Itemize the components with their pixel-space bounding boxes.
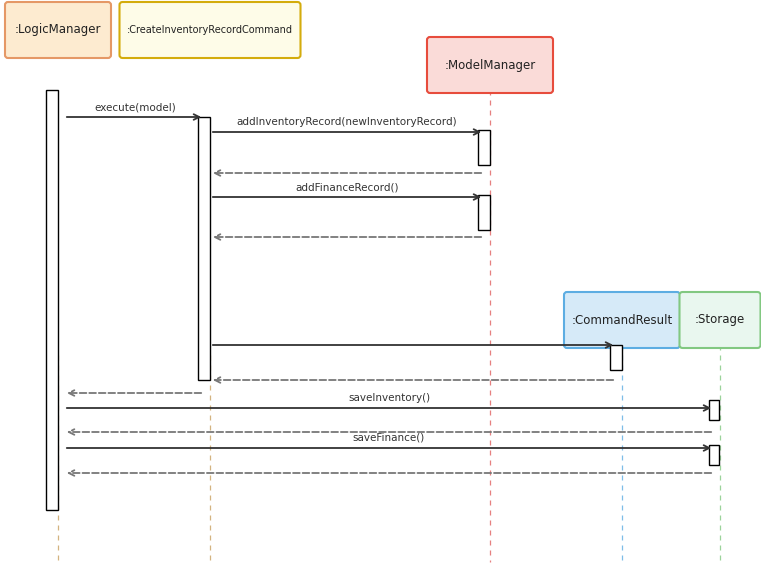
Bar	[478, 195, 490, 230]
Text: :Storage: :Storage	[695, 313, 745, 327]
Bar	[709, 400, 719, 420]
Text: addInventoryRecord(newInventoryRecord): addInventoryRecord(newInventoryRecord)	[237, 117, 457, 127]
Bar	[709, 445, 719, 465]
Text: execute(model): execute(model)	[94, 102, 176, 112]
Text: :ModelManager: :ModelManager	[444, 58, 536, 72]
Bar	[478, 130, 490, 165]
Text: :LogicManager: :LogicManager	[14, 23, 101, 37]
Text: :CreateInventoryRecordCommand: :CreateInventoryRecordCommand	[127, 25, 293, 35]
Bar	[610, 345, 622, 370]
FancyBboxPatch shape	[119, 2, 301, 58]
Bar	[198, 117, 210, 380]
FancyBboxPatch shape	[564, 292, 680, 348]
Text: saveFinance(): saveFinance()	[353, 433, 425, 443]
FancyBboxPatch shape	[5, 2, 111, 58]
Text: addFinanceRecord(): addFinanceRecord()	[295, 182, 399, 192]
FancyBboxPatch shape	[427, 37, 553, 93]
Text: :CommandResult: :CommandResult	[572, 313, 673, 327]
Text: saveInventory(): saveInventory()	[348, 393, 430, 403]
Bar	[46, 90, 58, 510]
FancyBboxPatch shape	[680, 292, 760, 348]
